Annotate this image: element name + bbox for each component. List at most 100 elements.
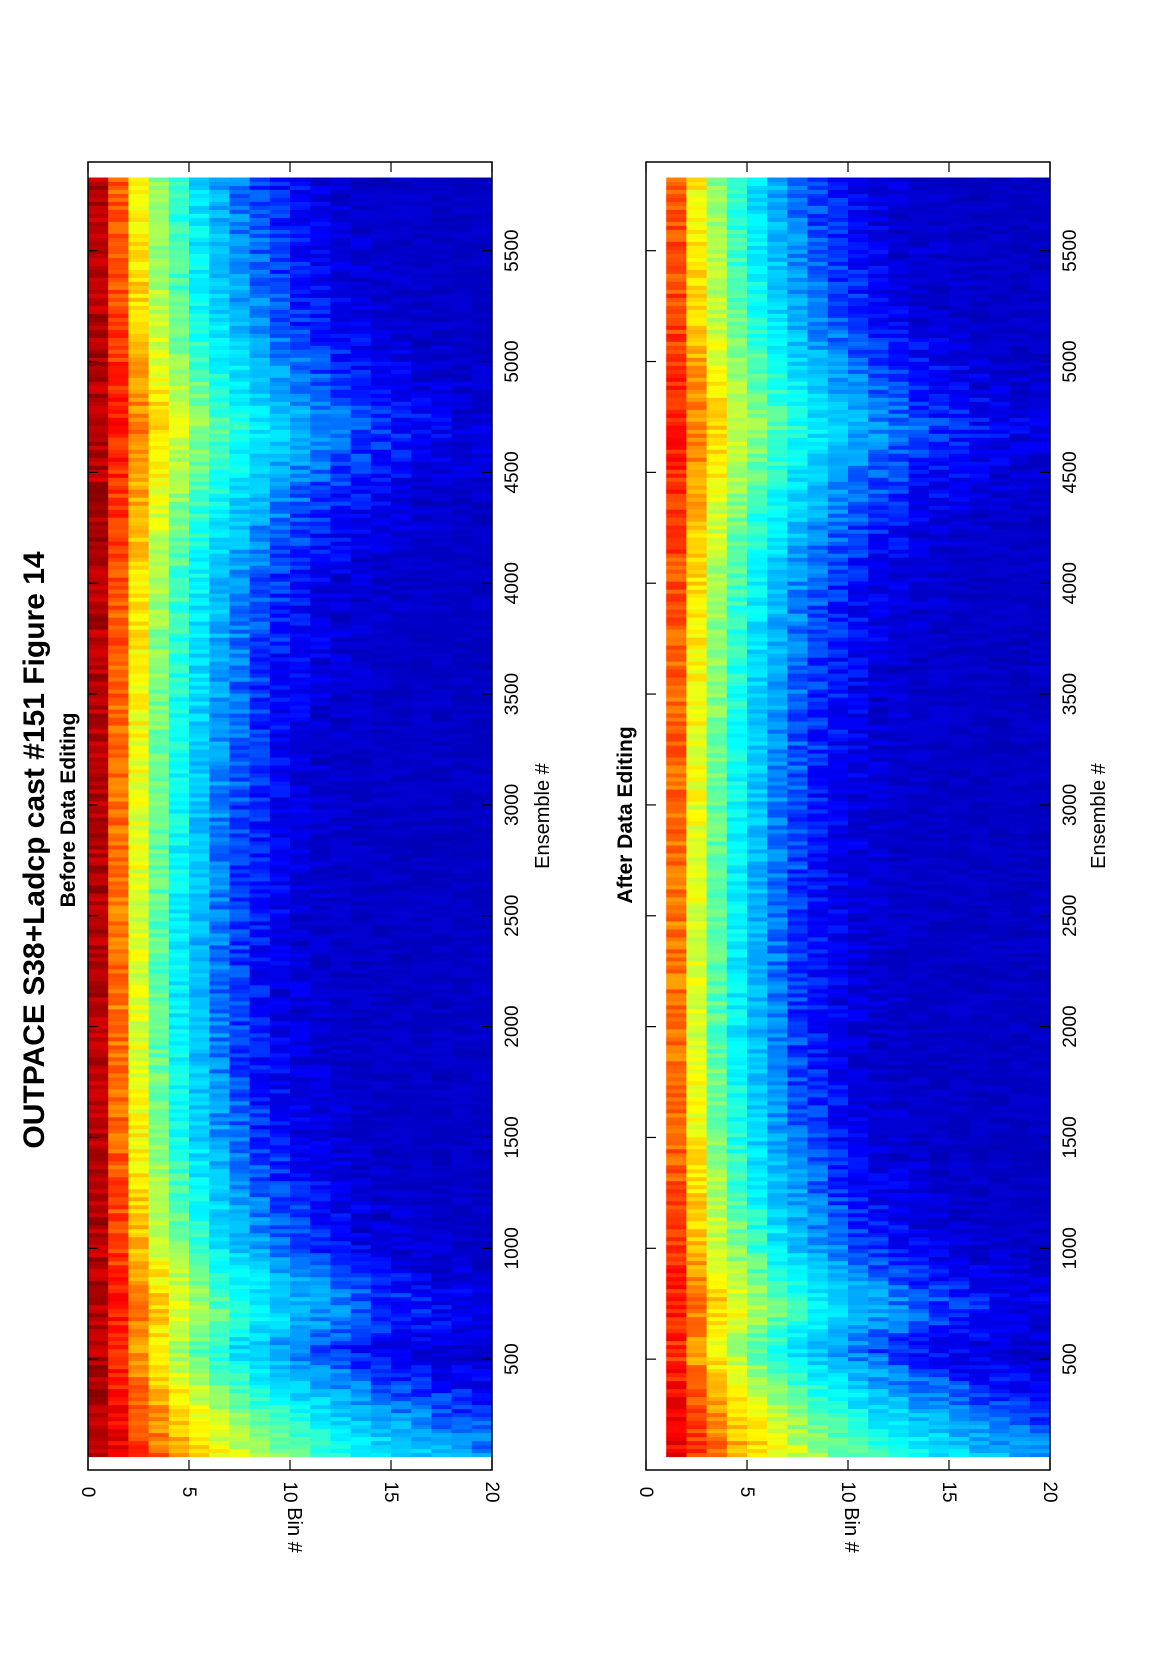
heatmap-cell	[249, 605, 271, 610]
heatmap-cell	[370, 1080, 392, 1086]
heatmap-cell	[269, 717, 291, 722]
heatmap-cell	[249, 1352, 271, 1358]
heatmap-cell	[209, 1224, 230, 1230]
heatmap-cell	[370, 1200, 392, 1206]
heatmap-cell	[128, 885, 149, 890]
heatmap-cell	[108, 849, 129, 854]
heatmap-cell	[411, 693, 432, 698]
heatmap-cell	[330, 661, 351, 666]
heatmap-cell	[350, 929, 372, 934]
heatmap-cell	[269, 1228, 291, 1234]
heatmap-cell	[310, 1320, 331, 1326]
heatmap-cell	[451, 1416, 473, 1422]
heatmap-cell	[88, 1036, 109, 1042]
heatmap-cell	[148, 1176, 170, 1182]
heatmap-cell	[88, 1180, 109, 1186]
heatmap-cell	[310, 1000, 331, 1006]
heatmap-cell	[88, 537, 109, 542]
heatmap-cell	[209, 1016, 230, 1022]
heatmap-cell	[290, 789, 311, 794]
heatmap-cell	[249, 881, 271, 886]
heatmap-cell	[330, 1328, 351, 1334]
heatmap-cell	[451, 737, 473, 742]
heatmap-cell	[229, 753, 250, 758]
heatmap-cell	[431, 601, 452, 606]
heatmap-cell	[471, 789, 493, 794]
heatmap-cell	[310, 837, 331, 842]
heatmap-cell	[330, 521, 351, 526]
heatmap-cell	[189, 1436, 210, 1442]
heatmap-cell	[249, 1220, 271, 1226]
heatmap-cell	[391, 573, 412, 578]
heatmap-cell	[391, 909, 412, 914]
heatmap-cell	[128, 1284, 149, 1290]
heatmap-cell	[88, 1296, 109, 1302]
heatmap-cell	[330, 993, 351, 998]
heatmap-cell	[451, 877, 473, 882]
heatmap-cell	[269, 613, 291, 618]
heatmap-cell	[330, 593, 351, 598]
heatmap-cell	[411, 1000, 432, 1006]
heatmap-cell	[269, 1320, 291, 1326]
heatmap-cell	[431, 1244, 452, 1250]
heatmap-cell	[148, 569, 170, 574]
heatmap-cell	[229, 1172, 250, 1178]
heatmap-cell	[209, 581, 230, 586]
heatmap-cell	[330, 777, 351, 782]
heatmap-cell	[148, 913, 170, 918]
heatmap-cell	[88, 1408, 109, 1414]
heatmap-cell	[269, 541, 291, 546]
heatmap-cell	[471, 493, 493, 498]
heatmap-cell	[431, 573, 452, 578]
heatmap-cell	[391, 1344, 412, 1350]
heatmap-cell	[229, 777, 250, 782]
heatmap-cell	[209, 921, 230, 926]
heatmap-cell	[330, 721, 351, 726]
heatmap-cell	[168, 745, 190, 750]
heatmap-cell	[88, 873, 109, 878]
heatmap-cell	[88, 753, 109, 758]
heatmap-cell	[391, 1264, 412, 1270]
heatmap-cell	[290, 629, 311, 634]
heatmap-cell	[370, 1416, 392, 1422]
heatmap-cell	[290, 937, 311, 942]
heatmap-cell	[88, 821, 109, 826]
heatmap-cell	[411, 1020, 432, 1026]
heatmap-cell	[168, 1300, 190, 1306]
heatmap-cell	[108, 1432, 129, 1438]
heatmap-cell	[330, 1396, 351, 1402]
heatmap-cell	[88, 1452, 109, 1458]
heatmap-cell	[88, 697, 109, 702]
heatmap-cell	[350, 605, 372, 610]
heatmap-cell	[148, 1040, 170, 1046]
heatmap-cell	[108, 813, 129, 818]
heatmap-cell	[451, 825, 473, 830]
heatmap-cell	[411, 1196, 432, 1202]
heatmap-cell	[249, 737, 271, 742]
heatmap-cell	[168, 1448, 190, 1454]
heatmap-cell	[108, 945, 129, 950]
heatmap-cell	[431, 1280, 452, 1286]
heatmap-cell	[168, 1392, 190, 1398]
heatmap-cell	[451, 469, 473, 474]
heatmap-cell	[431, 1408, 452, 1414]
heatmap-cell	[431, 533, 452, 538]
heatmap-cell	[350, 1140, 372, 1146]
heatmap-cell	[471, 793, 493, 798]
heatmap-cell	[148, 541, 170, 546]
heatmap-cell	[269, 977, 291, 982]
heatmap-cell	[189, 1148, 210, 1154]
heatmap-cell	[350, 845, 372, 850]
heatmap-cell	[88, 1284, 109, 1290]
heatmap-cell	[411, 1352, 432, 1358]
heatmap-cell	[350, 577, 372, 582]
heatmap-cell	[290, 1412, 311, 1418]
heatmap-cell	[189, 685, 210, 690]
heatmap-cell	[310, 857, 331, 862]
heatmap-cell	[391, 701, 412, 706]
heatmap-cell	[168, 813, 190, 818]
heatmap-cell	[391, 949, 412, 954]
heatmap-cell	[88, 749, 109, 754]
heatmap-cell	[249, 1232, 271, 1238]
heatmap-cell	[249, 541, 271, 546]
